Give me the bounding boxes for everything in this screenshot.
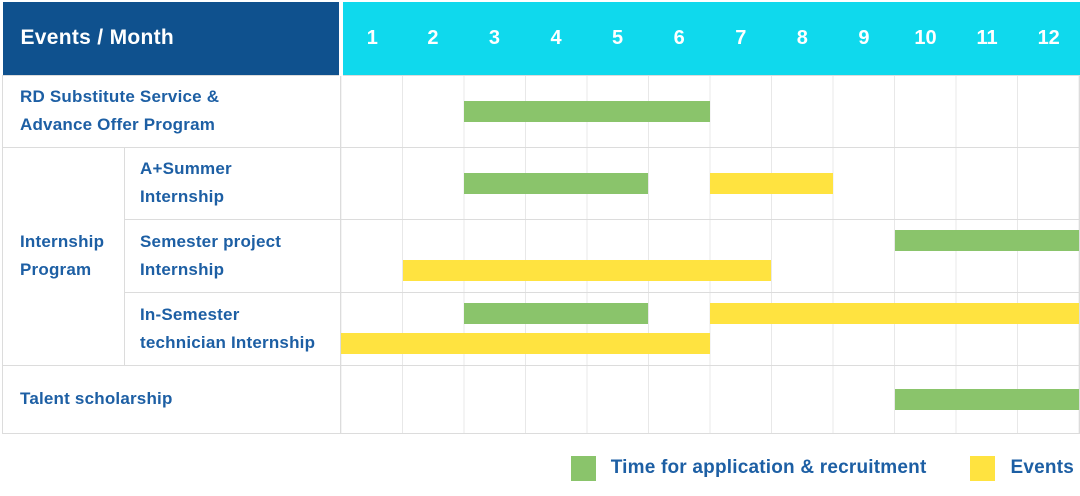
legend: Time for application & recruitment Event… xyxy=(2,455,1074,481)
label-line: Program xyxy=(20,260,92,279)
month-header-10: 10 xyxy=(894,2,957,75)
yellow-bar xyxy=(710,172,833,194)
month-header-3: 3 xyxy=(463,2,526,75)
bar-line-top xyxy=(341,230,1079,251)
legend-label-recruitment: Time for application & recruitment xyxy=(610,457,927,478)
yellow-swatch-icon xyxy=(970,455,996,481)
green-bar xyxy=(464,303,649,324)
month-header-12: 12 xyxy=(1017,2,1080,75)
events-month-header: Events / Month xyxy=(2,2,343,75)
row-semester-project-internship: Semester project Internship xyxy=(3,218,1080,293)
label-line: Talent scholarship xyxy=(20,389,173,408)
row-rd-substitute: RD Substitute Service & Advance Offer Pr… xyxy=(1,74,1080,148)
month-header-11: 11 xyxy=(956,2,1018,75)
yellow-bar xyxy=(710,303,1079,324)
legend-item-recruitment: Time for application & recruitment xyxy=(570,455,927,481)
label-line: In-Semester xyxy=(140,304,240,324)
label-line: Advance Offer Program xyxy=(20,115,216,134)
bar-line-center xyxy=(341,172,1079,194)
yellow-bar xyxy=(341,333,710,354)
label-line: A+Summer xyxy=(140,159,232,178)
row-label-in-semester-technician-internship: In-Semester technician Internship xyxy=(123,291,342,366)
label-line: technician Internship xyxy=(140,332,316,352)
month-header-9: 9 xyxy=(833,2,895,75)
label-line: Internship xyxy=(140,187,225,206)
yellow-bar xyxy=(402,260,772,281)
row-in-semester-technician-internship: In-Semester technician Internship xyxy=(3,291,1080,366)
chart-cell-in-semester-technician-internship xyxy=(340,291,1080,366)
chart-bars-container xyxy=(341,172,1079,194)
row-label-semester-project-internship: Semester project Internship xyxy=(123,218,342,293)
green-swatch-icon xyxy=(570,455,596,481)
row-talent-scholarship: Talent scholarship xyxy=(1,364,1080,434)
legend-item-events: Events xyxy=(970,455,1074,481)
month-header-8: 8 xyxy=(771,2,834,75)
month-header-5: 5 xyxy=(586,2,649,75)
month-header-4: 4 xyxy=(525,2,587,75)
row-label-a-summer-internship: A+Summer Internship xyxy=(123,146,342,220)
label-line: RD Substitute Service & xyxy=(20,87,220,106)
green-bar xyxy=(894,230,1079,251)
chart-bars-container xyxy=(341,100,1079,122)
gantt-table: Events / Month 1 2 3 4 5 6 7 8 9 10 11 1… xyxy=(1,2,1080,434)
bar-line-center xyxy=(341,388,1079,410)
label-line: Semester project xyxy=(140,231,282,251)
month-header-2: 2 xyxy=(402,2,464,75)
header-row: Events / Month 1 2 3 4 5 6 7 8 9 10 11 1… xyxy=(2,2,1080,75)
chart-bars-container xyxy=(341,303,1079,354)
green-bar xyxy=(464,100,710,122)
chart-bars-container xyxy=(341,230,1079,281)
chart-cell-talent-scholarship xyxy=(340,364,1080,434)
chart-bars-container xyxy=(341,388,1079,410)
row-a-summer-internship: Internship Program A+Summer Internship xyxy=(2,146,1080,366)
chart-cell-rd-substitute xyxy=(340,74,1080,148)
label-line: Internship xyxy=(20,232,105,251)
row-label-talent-scholarship: Talent scholarship xyxy=(1,364,342,434)
label-line: Internship xyxy=(140,259,225,279)
bar-line-top xyxy=(341,303,1079,324)
bar-line-bottom xyxy=(341,260,1079,281)
row-label-rd-substitute: RD Substitute Service & Advance Offer Pr… xyxy=(1,74,342,148)
month-header-6: 6 xyxy=(648,2,710,75)
month-header-7: 7 xyxy=(709,2,772,75)
bar-line-bottom xyxy=(341,333,1079,354)
bar-line-center xyxy=(341,100,1079,122)
green-bar xyxy=(894,388,1079,410)
month-header-1: 1 xyxy=(340,2,403,75)
chart-cell-a-summer-internship xyxy=(340,146,1080,220)
group-label-internship-program: Internship Program xyxy=(2,146,125,366)
legend-label-events: Events xyxy=(1010,457,1074,478)
chart-cell-semester-project-internship xyxy=(340,218,1080,293)
green-bar xyxy=(464,172,649,194)
